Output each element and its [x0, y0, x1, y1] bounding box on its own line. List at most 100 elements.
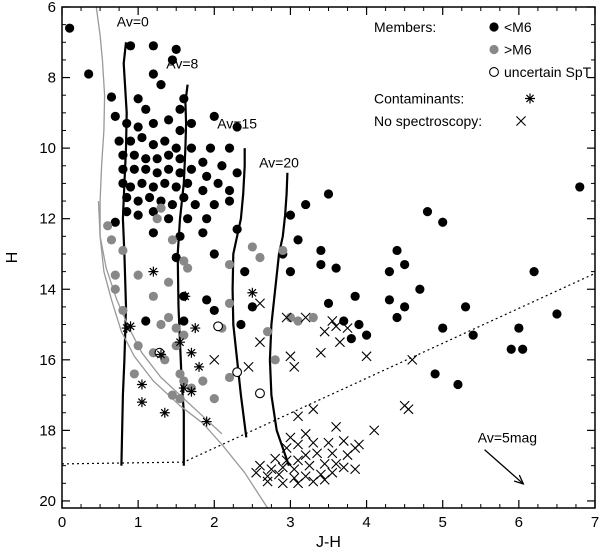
point-m6	[209, 394, 219, 404]
point-uncertain-spt	[232, 367, 243, 378]
point-no-spectroscopy	[262, 476, 273, 487]
point-m6	[164, 150, 174, 160]
point-m6	[213, 178, 223, 189]
point-m6	[175, 168, 185, 178]
series-completeness-limit	[62, 272, 595, 465]
x-tick-label: 3	[286, 514, 294, 531]
point-m6	[84, 69, 94, 79]
point-m6	[133, 94, 143, 104]
series-m6	[103, 203, 318, 404]
point-m6	[118, 245, 128, 256]
point-m6	[232, 122, 242, 132]
point-m6	[106, 235, 117, 245]
point-m6	[400, 302, 410, 312]
point-contaminants	[190, 323, 201, 334]
y-tick-label: 16	[39, 352, 56, 369]
x-tick-label: 7	[591, 514, 599, 531]
point-no-spectroscopy	[300, 312, 311, 323]
point-no-spectroscopy	[209, 354, 220, 365]
point-m6	[529, 267, 539, 277]
point-no-spectroscopy	[281, 455, 292, 466]
point-m6	[323, 298, 334, 308]
point-m6	[179, 376, 189, 386]
reddening-vector-label: Av=5mag	[478, 430, 537, 446]
point-contaminants	[247, 287, 258, 298]
series-gray-model-curve	[95, 7, 269, 508]
point-m6	[179, 316, 189, 326]
point-m6	[175, 154, 185, 164]
point-m6	[209, 249, 219, 259]
y-tick-label: 12	[39, 211, 56, 228]
x-tick-label: 2	[210, 514, 218, 531]
point-m6	[354, 319, 364, 330]
point-m6	[156, 196, 166, 206]
point-m6	[148, 139, 158, 150]
point-m6	[133, 341, 143, 351]
point-m6	[415, 284, 425, 294]
point-m6	[217, 161, 227, 171]
x-tick-label: 4	[362, 514, 370, 531]
legend: Members: <M6 >M6 uncertain SpT Contaminants:…	[374, 19, 592, 129]
point-m6	[141, 316, 151, 326]
point-m6	[164, 214, 174, 224]
point-m6	[198, 376, 208, 386]
point-m6	[236, 319, 246, 330]
x-tick-label: 1	[134, 514, 142, 531]
x-tick-label: 0	[58, 514, 66, 531]
point-m6	[167, 390, 178, 400]
point-m6	[175, 231, 185, 241]
point-no-spectroscopy	[243, 361, 254, 372]
point-m6	[167, 199, 178, 210]
point-no-spectroscopy	[308, 476, 319, 487]
point-m6	[179, 256, 189, 266]
point-m6	[301, 199, 311, 210]
series-uncertain-spt	[154, 321, 265, 399]
point-no-spectroscopy	[342, 450, 353, 461]
point-contaminants	[201, 416, 212, 427]
legend-label: uncertain SpT	[504, 64, 592, 80]
point-contaminants	[194, 361, 205, 372]
isochrone-label: Av=15	[217, 116, 257, 132]
point-m6	[224, 372, 235, 383]
point-m6	[171, 143, 181, 153]
point-m6	[438, 323, 448, 333]
point-no-spectroscopy	[277, 462, 288, 473]
point-m6	[308, 312, 318, 323]
point-m6	[125, 136, 136, 146]
point-m6	[164, 277, 174, 287]
legend-marker	[525, 93, 535, 104]
point-m6	[179, 94, 189, 104]
point-m6	[175, 394, 185, 404]
isochrone-label: Av=8	[166, 56, 198, 72]
point-m6	[148, 41, 158, 51]
series-gray-model-curve-2	[97, 200, 223, 435]
point-contaminants	[159, 407, 170, 418]
point-m6	[430, 369, 440, 379]
point-contaminants	[136, 397, 147, 408]
point-m6	[186, 118, 197, 129]
point-m6	[205, 143, 216, 153]
point-m6	[160, 136, 170, 146]
point-m6	[460, 302, 471, 312]
y-tick-label: 10	[39, 140, 56, 157]
point-m6	[179, 192, 189, 203]
point-contaminants	[125, 321, 136, 332]
y-tick-label: 6	[48, 0, 56, 16]
series-m6	[65, 23, 585, 390]
point-m6	[278, 245, 288, 256]
point-m6	[285, 210, 296, 220]
point-no-spectroscopy	[338, 462, 349, 473]
point-no-spectroscopy	[266, 464, 277, 475]
point-m6	[285, 267, 296, 277]
point-contaminants	[148, 266, 159, 277]
point-m6	[392, 245, 402, 256]
point-no-spectroscopy	[289, 464, 300, 475]
point-contaminants	[121, 323, 132, 334]
point-m6	[270, 355, 280, 365]
point-m6	[575, 182, 585, 192]
point-m6	[167, 55, 178, 65]
point-m6	[141, 154, 151, 164]
point-no-spectroscopy	[369, 425, 380, 436]
point-m6	[323, 189, 334, 199]
